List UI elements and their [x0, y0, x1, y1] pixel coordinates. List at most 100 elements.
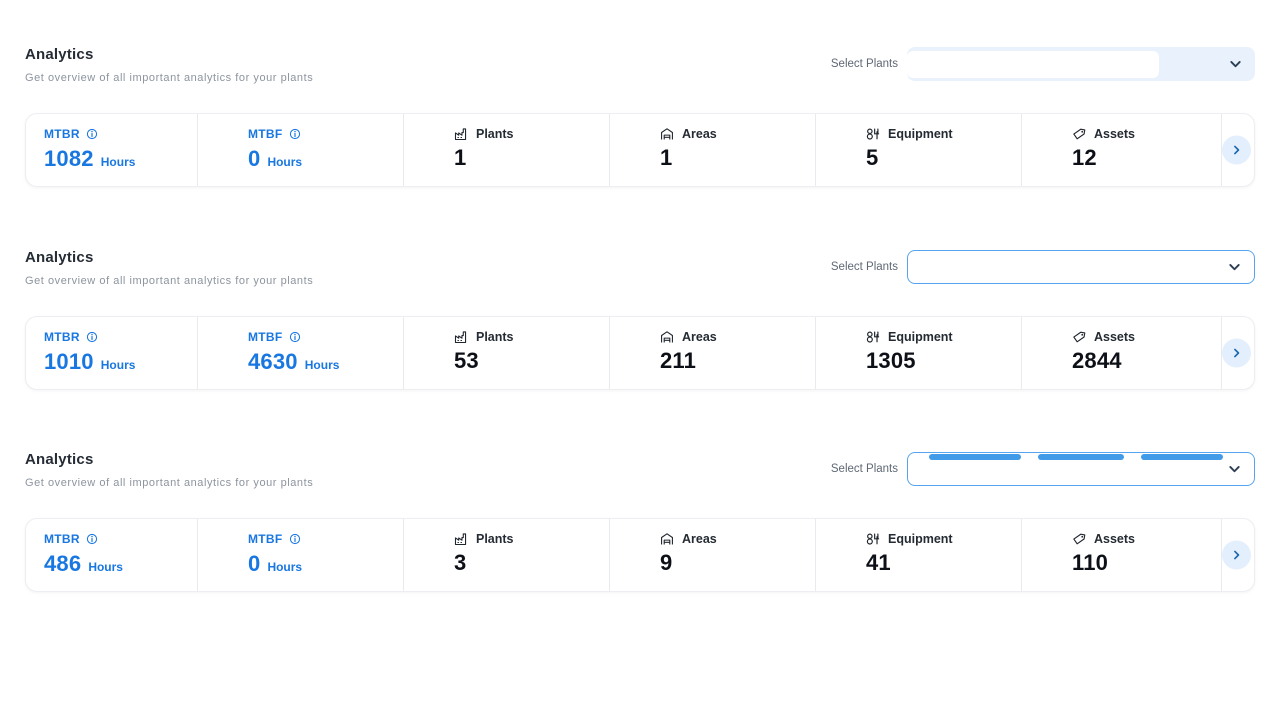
plants-count: Plants 53: [404, 317, 609, 389]
expand-details-button[interactable]: [1222, 540, 1251, 570]
divider: [609, 114, 610, 186]
assets-value: 110: [1072, 550, 1109, 575]
assets-value: 2844: [1072, 348, 1122, 373]
plants-count: Plants 1: [404, 114, 609, 186]
mtbr-label: MTBR: [44, 127, 80, 141]
chevron-down-icon[interactable]: [1228, 57, 1243, 72]
mtbf-metric: MTBF 4630 Hours: [198, 317, 403, 389]
select-plants-label: Select Plants: [830, 261, 898, 273]
info-icon[interactable]: [86, 331, 98, 343]
equipment-count: Equipment 41: [816, 519, 1021, 591]
divider: [197, 114, 198, 186]
mtbr-label: MTBR: [44, 532, 80, 546]
expand-details-button[interactable]: [1222, 338, 1251, 368]
plants-value: 53: [454, 348, 479, 373]
chevron-down-icon[interactable]: [1227, 462, 1242, 477]
page-subtitle: Get overview of all important analytics …: [25, 477, 314, 489]
divider: [1021, 317, 1022, 389]
analytics-section-2: Analytics Get overview of all important …: [25, 248, 1255, 393]
page-title: Analytics: [25, 249, 94, 266]
divider: [609, 519, 610, 591]
mtbf-label: MTBF: [248, 330, 283, 344]
section-header: Analytics Get overview of all important …: [25, 450, 1255, 489]
factory-icon: [454, 128, 467, 141]
divider: [815, 114, 816, 186]
mtbr-unit: Hours: [100, 155, 136, 169]
mtbf-unit: Hours: [267, 560, 303, 574]
info-icon[interactable]: [86, 128, 98, 140]
page-subtitle: Get overview of all important analytics …: [25, 275, 314, 287]
plants-count: Plants 3: [404, 519, 609, 591]
selected-plant-chip[interactable]: [1141, 454, 1223, 460]
divider: [1021, 114, 1022, 186]
selected-plant-chip[interactable]: [1038, 454, 1124, 460]
areas-value: 211: [660, 348, 697, 373]
mtbr-metric: MTBR 486 Hours: [26, 519, 197, 591]
mtbr-value: 1010: [44, 349, 94, 374]
divider: [815, 317, 816, 389]
analytics-section-3: Analytics Get overview of all important …: [25, 450, 1255, 595]
selected-plant-chip[interactable]: [929, 454, 1021, 460]
areas-value: 1: [660, 145, 673, 170]
divider: [197, 317, 198, 389]
analytics-section-1: Analytics Get overview of all important …: [25, 45, 1255, 190]
warehouse-icon: [661, 128, 673, 141]
factory-icon: [454, 533, 467, 546]
select-plants-dropdown[interactable]: [907, 250, 1255, 284]
analytics-summary-card: MTBR 1010 Hours MTBF 4630 Hours Plants 53 …: [25, 316, 1255, 390]
equipment-value: 1305: [866, 348, 916, 373]
mtbf-value: 0: [248, 146, 261, 171]
mtbf-value: 4630: [248, 349, 298, 374]
tag-icon: [1072, 532, 1086, 546]
tag-icon: [1072, 330, 1086, 344]
analytics-summary-card: MTBR 1082 Hours MTBF 0 Hours Plants 1 Area…: [25, 113, 1255, 187]
equipment-count: Equipment 5: [816, 114, 1021, 186]
plants-search-input[interactable]: [907, 51, 1159, 78]
page-title: Analytics: [25, 46, 94, 63]
assets-count: Assets 2844: [1022, 317, 1221, 389]
select-plants-label: Select Plants: [830, 58, 898, 70]
plants-value: 1: [454, 145, 467, 170]
equipment-count: Equipment 1305: [816, 317, 1021, 389]
areas-value: 9: [660, 550, 673, 575]
areas-count: Areas 211: [610, 317, 815, 389]
divider: [403, 317, 404, 389]
machinery-icon: [866, 128, 880, 140]
divider: [403, 114, 404, 186]
page-title: Analytics: [25, 451, 94, 468]
selected-plant-chips: [929, 454, 1223, 460]
tag-icon: [1072, 127, 1086, 141]
chevron-right-icon: [1234, 348, 1240, 358]
areas-count: Areas 1: [610, 114, 815, 186]
divider: [609, 317, 610, 389]
mtbf-metric: MTBF 0 Hours: [198, 114, 403, 186]
section-header: Analytics Get overview of all important …: [25, 248, 1255, 287]
info-icon[interactable]: [289, 331, 301, 343]
select-plants-dropdown[interactable]: [907, 452, 1255, 486]
divider: [1221, 519, 1222, 591]
mtbr-metric: MTBR 1010 Hours: [26, 317, 197, 389]
select-plants-dropdown[interactable]: [907, 47, 1255, 81]
divider: [1021, 519, 1022, 591]
mtbr-unit: Hours: [88, 560, 123, 574]
chevron-right-icon: [1234, 550, 1240, 560]
mtbr-metric: MTBR 1082 Hours: [26, 114, 197, 186]
assets-count: Assets 110: [1022, 519, 1221, 591]
info-icon[interactable]: [86, 533, 98, 545]
divider: [1221, 114, 1222, 186]
divider: [403, 519, 404, 591]
mtbr-unit: Hours: [100, 358, 136, 372]
assets-value: 12: [1072, 145, 1097, 170]
info-icon[interactable]: [289, 128, 301, 140]
section-header: Analytics Get overview of all important …: [25, 45, 1255, 84]
warehouse-icon: [661, 331, 673, 344]
expand-details-button[interactable]: [1222, 135, 1251, 165]
mtbr-value: 1082: [44, 146, 94, 171]
divider: [197, 519, 198, 591]
mtbf-value: 0: [248, 551, 261, 576]
chevron-down-icon[interactable]: [1227, 260, 1242, 275]
select-plants-label: Select Plants: [830, 463, 898, 475]
info-icon[interactable]: [289, 533, 301, 545]
divider: [1221, 317, 1222, 389]
